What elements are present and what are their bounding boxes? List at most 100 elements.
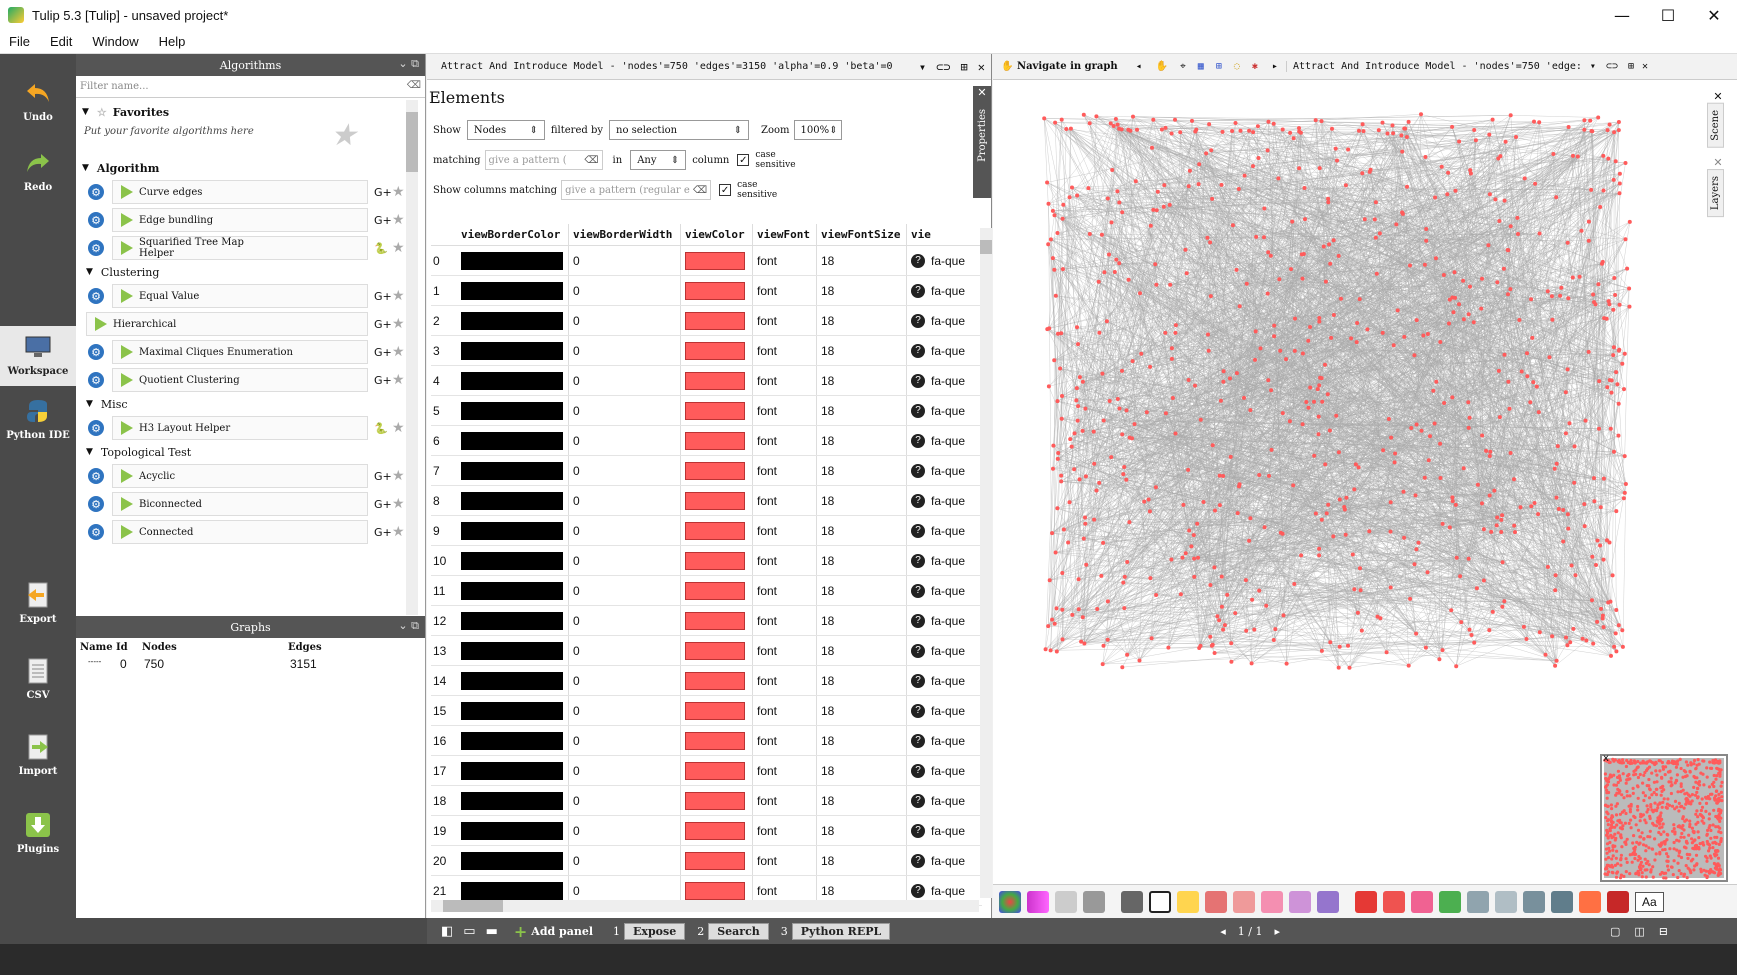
graph-node[interactable]: [1613, 159, 1618, 164]
graph-node[interactable]: [1208, 634, 1213, 639]
graph-node[interactable]: [1297, 129, 1302, 134]
border-color-cell[interactable]: [459, 726, 569, 755]
graph-node[interactable]: [1433, 256, 1438, 261]
graph-node[interactable]: [1609, 653, 1613, 658]
element-pattern-input[interactable]: give a pattern (⌫: [484, 150, 603, 170]
graph-node[interactable]: [1502, 198, 1507, 203]
graph-node[interactable]: [1426, 458, 1431, 463]
favorite-star-icon[interactable]: ★: [392, 316, 405, 332]
graph-node[interactable]: [1414, 318, 1419, 323]
graph-node[interactable]: [1148, 364, 1153, 369]
graph-node[interactable]: [1519, 369, 1524, 374]
algorithm-item[interactable]: ⚙ H3 Layout Helper 🐍 ★: [76, 414, 425, 442]
graph-node[interactable]: [1605, 385, 1610, 390]
graph-node[interactable]: [1251, 164, 1255, 169]
graph-node[interactable]: [1081, 536, 1086, 541]
graph-node[interactable]: [1253, 357, 1257, 362]
border-width-cell[interactable]: 0: [569, 636, 681, 665]
graph-node[interactable]: [1068, 126, 1073, 131]
graph-node[interactable]: [1563, 431, 1568, 436]
font-size-cell[interactable]: 18: [817, 636, 907, 665]
settings-gear-icon[interactable]: ⚙: [88, 496, 104, 512]
graph-node[interactable]: [1142, 499, 1147, 504]
icon-cell[interactable]: ? fa-que: [907, 486, 977, 515]
graph-node[interactable]: [1480, 433, 1485, 438]
run-play-icon[interactable]: [121, 241, 133, 255]
graph-node[interactable]: [1385, 131, 1390, 136]
graph-node[interactable]: [1536, 512, 1541, 517]
graph-node[interactable]: [1060, 607, 1065, 612]
algorithm-item[interactable]: ⚙ Connected G+ ★: [76, 518, 425, 546]
rect-select-icon[interactable]: ▦: [1197, 61, 1204, 72]
graph-node[interactable]: [1273, 627, 1278, 632]
view-option-icon-7[interactable]: [1523, 890, 1545, 913]
graph-node[interactable]: [1352, 587, 1357, 592]
settings-gear-icon[interactable]: ⚙: [88, 240, 104, 256]
graph-node[interactable]: [1291, 136, 1296, 141]
graph-node[interactable]: [1406, 663, 1411, 668]
settings-gear-icon[interactable]: ⚙: [88, 420, 104, 436]
graph-node[interactable]: [1059, 331, 1064, 336]
graph-node[interactable]: [1459, 620, 1464, 625]
border-width-cell[interactable]: 0: [569, 606, 681, 635]
graph-node[interactable]: [1554, 195, 1559, 200]
graph-node[interactable]: [1122, 574, 1127, 579]
graph-node[interactable]: [1357, 128, 1361, 133]
graph-node[interactable]: [1247, 538, 1252, 543]
graph-node[interactable]: [1445, 192, 1450, 197]
font-cell[interactable]: font: [753, 726, 817, 755]
graph-node[interactable]: [1337, 497, 1342, 502]
graph-node[interactable]: [1360, 122, 1365, 127]
graph-node[interactable]: [1616, 120, 1621, 124]
graph-node[interactable]: [1447, 297, 1452, 302]
border-color-cell[interactable]: [459, 306, 569, 335]
graph-node[interactable]: [1288, 130, 1293, 135]
graph-node[interactable]: [1183, 247, 1188, 252]
graph-node[interactable]: [1472, 640, 1477, 645]
graph-node[interactable]: [1331, 313, 1336, 317]
border-color-cell[interactable]: [459, 576, 569, 605]
run-play-icon[interactable]: [121, 469, 133, 483]
graph-node[interactable]: [1601, 476, 1606, 481]
graph-node[interactable]: [1392, 460, 1397, 465]
graph-node[interactable]: [1442, 401, 1447, 405]
grid-view-icon[interactable]: ⊟: [1658, 924, 1669, 938]
algorithm-item[interactable]: ⚙ Squarified Tree Map Helper 🐍 ★: [76, 234, 425, 262]
graph-node[interactable]: [1173, 323, 1178, 328]
graph-node[interactable]: [1219, 604, 1224, 609]
graph-node[interactable]: [1402, 535, 1407, 540]
graph-node[interactable]: [1609, 378, 1614, 383]
graph-node[interactable]: [1327, 242, 1332, 247]
graph-node[interactable]: [1076, 342, 1080, 347]
border-color-cell[interactable]: [459, 336, 569, 365]
graph-node[interactable]: [1081, 112, 1086, 117]
graph-node[interactable]: [1205, 235, 1210, 240]
graph-node[interactable]: [1495, 280, 1500, 285]
graph-node[interactable]: [1052, 267, 1057, 272]
graph-node[interactable]: [1586, 349, 1591, 354]
graph-node[interactable]: [1447, 525, 1452, 530]
graph-node[interactable]: [1112, 270, 1117, 274]
icon-cell[interactable]: ? fa-que: [907, 336, 977, 365]
graph-node[interactable]: [1193, 383, 1197, 388]
graph-node[interactable]: [1566, 526, 1571, 531]
font-size-cell[interactable]: 18: [817, 846, 907, 875]
graph-node[interactable]: [1066, 540, 1071, 545]
graph-node[interactable]: [1529, 504, 1534, 509]
graph-node[interactable]: [1075, 325, 1079, 330]
graph-node[interactable]: [1606, 299, 1611, 304]
graph-node[interactable]: [1588, 118, 1593, 123]
graph-node[interactable]: [1271, 121, 1276, 126]
graph-node[interactable]: [1317, 316, 1322, 320]
graph-node[interactable]: [1268, 253, 1273, 258]
graph-node[interactable]: [1144, 410, 1149, 415]
graph-node[interactable]: [1336, 253, 1341, 258]
graph-node[interactable]: [1500, 604, 1505, 609]
graph-node[interactable]: [1109, 455, 1114, 460]
node-color-cell[interactable]: [681, 336, 753, 365]
settings-gear-icon[interactable]: ⚙: [88, 288, 104, 304]
link-icon[interactable]: ⊂⊃: [936, 60, 951, 74]
graph-node[interactable]: [1252, 627, 1257, 632]
graph-node[interactable]: [1472, 128, 1477, 132]
border-width-cell[interactable]: 0: [569, 516, 681, 545]
